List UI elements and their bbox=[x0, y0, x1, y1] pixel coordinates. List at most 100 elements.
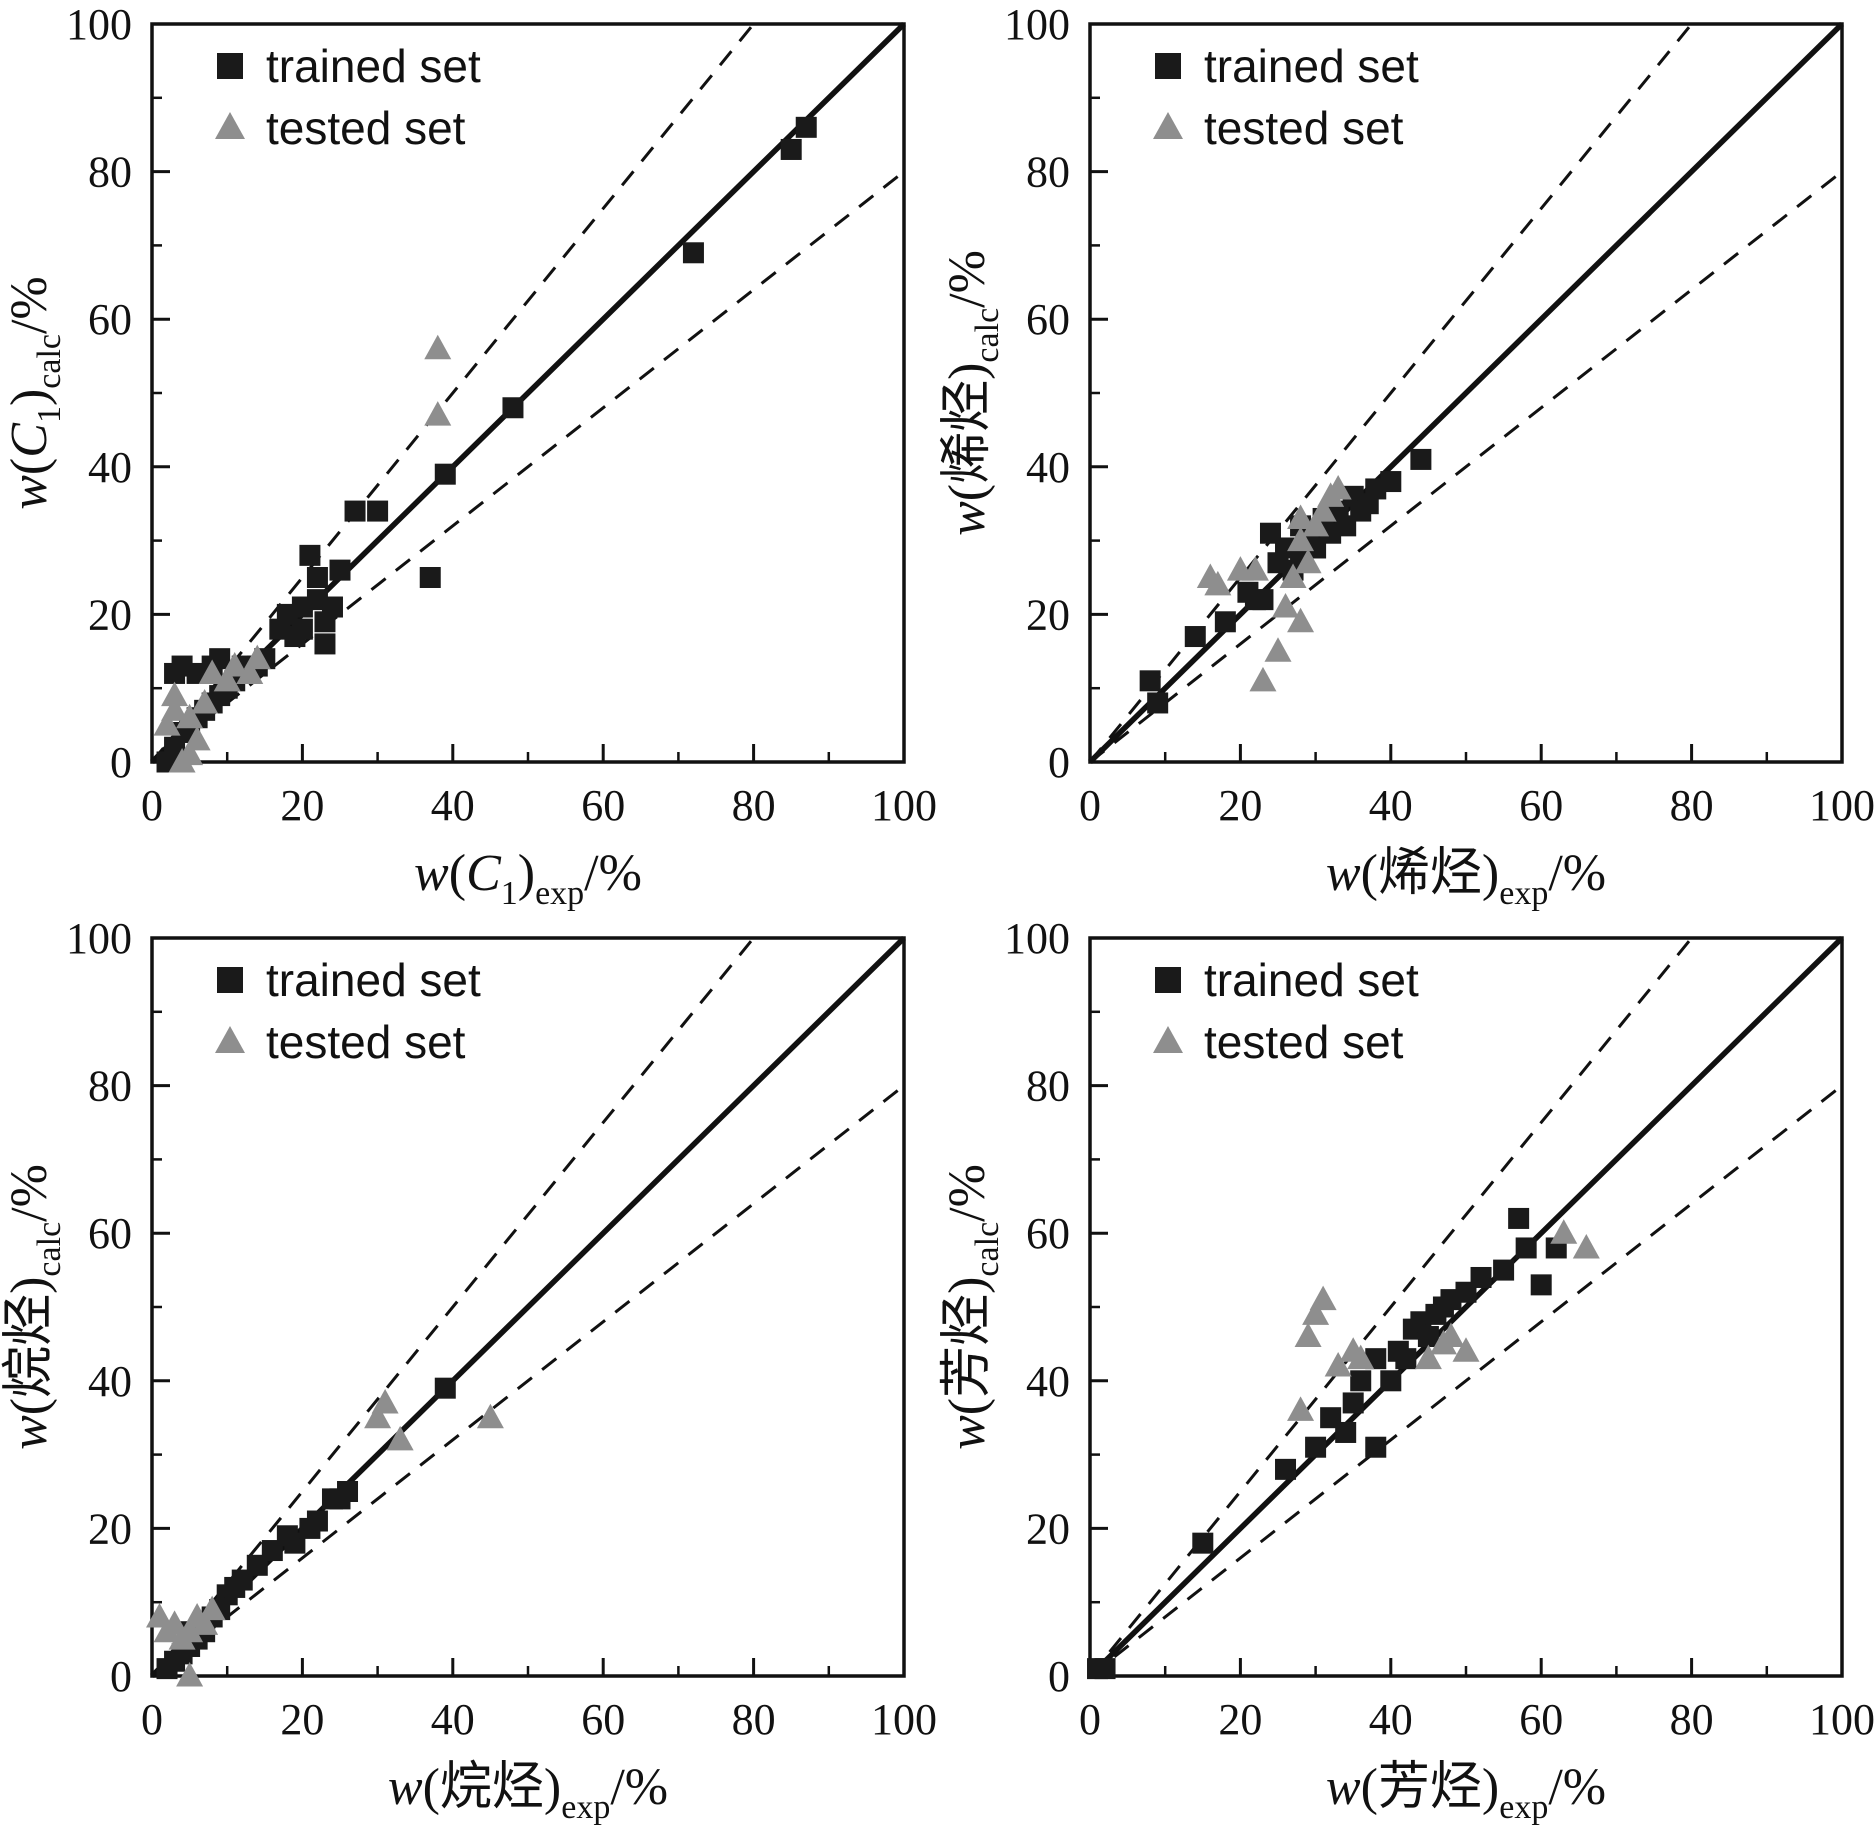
lower-dashed-line bbox=[1089, 170, 1843, 764]
svg-text:100: 100 bbox=[66, 0, 132, 49]
svg-text:80: 80 bbox=[1026, 1062, 1070, 1111]
svg-text:100: 100 bbox=[66, 914, 132, 963]
svg-text:100: 100 bbox=[1809, 1695, 1875, 1744]
svg-text:80: 80 bbox=[1026, 148, 1070, 197]
svg-text:0: 0 bbox=[1048, 738, 1070, 787]
svg-text:0: 0 bbox=[141, 781, 163, 830]
svg-text:100: 100 bbox=[871, 781, 937, 830]
y-axis-label: w(C1)calc/% bbox=[1, 276, 68, 510]
svg-text:80: 80 bbox=[1670, 781, 1714, 830]
svg-text:100: 100 bbox=[871, 1695, 937, 1744]
svg-text:60: 60 bbox=[88, 295, 132, 344]
upper-dashed-line bbox=[150, 937, 755, 1677]
x-axis-ticks: 0 20 40 60 80 100 bbox=[1079, 744, 1875, 830]
x-axis-ticks: 0 20 40 60 80 100 bbox=[1079, 1658, 1875, 1744]
y-axis-ticks: 0 20 40 60 80 100 bbox=[1004, 0, 1108, 787]
legend-tested-label: tested set bbox=[266, 102, 466, 154]
trained-points bbox=[1087, 1207, 1567, 1680]
upper-dashed-line bbox=[1088, 937, 1693, 1677]
svg-text:80: 80 bbox=[732, 781, 776, 830]
chart-alkanes: 0 20 40 60 80 100 0 20 40 60 80 100 trained set teste… bbox=[0, 914, 938, 1828]
tested-points bbox=[1196, 474, 1352, 692]
svg-text:80: 80 bbox=[88, 148, 132, 197]
svg-text:60: 60 bbox=[581, 1695, 625, 1744]
legend-trained-marker bbox=[217, 967, 243, 993]
svg-text:40: 40 bbox=[1369, 1695, 1413, 1744]
svg-text:0: 0 bbox=[1048, 1652, 1070, 1701]
y-axis-label: w(烯烃)calc/% bbox=[939, 250, 1006, 536]
scatter-plot-svg: 0 20 40 60 80 100 0 20 40 60 80 100 trained set teste… bbox=[939, 914, 1875, 1826]
svg-text:80: 80 bbox=[1670, 1695, 1714, 1744]
scatter-plot-svg: 0 20 40 60 80 100 0 20 40 60 80 100 trained set teste… bbox=[1, 0, 937, 912]
legend: trained set tested set bbox=[1153, 954, 1419, 1068]
svg-text:60: 60 bbox=[88, 1209, 132, 1258]
svg-text:40: 40 bbox=[1026, 443, 1070, 492]
y-axis-label: w(芳烃)calc/% bbox=[939, 1164, 1006, 1450]
tested-points bbox=[146, 1388, 504, 1687]
lower-dashed-line bbox=[1089, 1084, 1843, 1678]
identity-line bbox=[1088, 936, 1844, 1678]
legend-tested-marker bbox=[215, 1026, 245, 1053]
y-axis-label: w(烷烃)calc/% bbox=[1, 1164, 68, 1450]
lower-dashed-line bbox=[151, 1084, 905, 1678]
svg-text:100: 100 bbox=[1004, 0, 1070, 49]
scatter-plot-svg: 0 20 40 60 80 100 0 20 40 60 80 100 trained set teste… bbox=[1, 914, 937, 1826]
y-axis-ticks: 0 20 40 60 80 100 bbox=[1004, 914, 1108, 1701]
svg-text:20: 20 bbox=[280, 781, 324, 830]
svg-text:20: 20 bbox=[280, 1695, 324, 1744]
svg-text:40: 40 bbox=[431, 1695, 475, 1744]
svg-text:20: 20 bbox=[88, 590, 132, 639]
upper-dashed-line bbox=[150, 23, 755, 763]
legend-trained-marker bbox=[1155, 53, 1181, 79]
svg-text:60: 60 bbox=[1026, 1209, 1070, 1258]
legend-trained-label: trained set bbox=[1204, 40, 1419, 92]
svg-text:80: 80 bbox=[732, 1695, 776, 1744]
legend-tested-label: tested set bbox=[266, 1016, 466, 1068]
legend-trained-marker bbox=[1155, 967, 1181, 993]
chart-olefins: 0 20 40 60 80 100 0 20 40 60 80 100 trained set teste… bbox=[938, 0, 1876, 914]
legend-tested-label: tested set bbox=[1204, 102, 1404, 154]
x-axis-ticks: 0 20 40 60 80 100 bbox=[141, 744, 937, 830]
svg-text:80: 80 bbox=[88, 1062, 132, 1111]
lower-dashed-line bbox=[151, 170, 905, 764]
svg-text:0: 0 bbox=[141, 1695, 163, 1744]
svg-text:0: 0 bbox=[110, 1652, 132, 1701]
legend: trained set tested set bbox=[215, 954, 481, 1068]
svg-text:60: 60 bbox=[1026, 295, 1070, 344]
svg-text:40: 40 bbox=[1369, 781, 1413, 830]
svg-text:100: 100 bbox=[1004, 914, 1070, 963]
x-axis-ticks: 0 20 40 60 80 100 bbox=[141, 1658, 937, 1744]
x-axis-label: w(芳烃)exp/% bbox=[1326, 1759, 1606, 1826]
legend: trained set tested set bbox=[215, 40, 481, 154]
chart-c1: 0 20 40 60 80 100 0 20 40 60 80 100 trained set teste… bbox=[0, 0, 938, 914]
scatter-plot-svg: 0 20 40 60 80 100 0 20 40 60 80 100 trained set teste… bbox=[939, 0, 1875, 912]
svg-text:60: 60 bbox=[581, 781, 625, 830]
tested-points bbox=[153, 334, 452, 773]
svg-text:20: 20 bbox=[1218, 781, 1262, 830]
svg-text:40: 40 bbox=[1026, 1357, 1070, 1406]
svg-text:40: 40 bbox=[88, 443, 132, 492]
legend-tested-marker bbox=[215, 112, 245, 139]
svg-text:40: 40 bbox=[431, 781, 475, 830]
svg-text:20: 20 bbox=[88, 1504, 132, 1553]
legend-trained-label: trained set bbox=[1204, 954, 1419, 1006]
svg-text:20: 20 bbox=[1026, 590, 1070, 639]
svg-text:40: 40 bbox=[88, 1357, 132, 1406]
legend-trained-marker bbox=[217, 53, 243, 79]
y-axis-ticks: 0 20 40 60 80 100 bbox=[66, 0, 170, 787]
svg-text:60: 60 bbox=[1519, 1695, 1563, 1744]
legend-tested-marker bbox=[1153, 1026, 1183, 1053]
x-axis-label: w(烯烃)exp/% bbox=[1326, 845, 1606, 912]
x-axis-label: w(C1)exp/% bbox=[414, 845, 642, 912]
legend: trained set tested set bbox=[1153, 40, 1419, 154]
svg-text:0: 0 bbox=[1079, 1695, 1101, 1744]
svg-text:60: 60 bbox=[1519, 781, 1563, 830]
svg-text:100: 100 bbox=[1809, 781, 1875, 830]
chart-aromatics: 0 20 40 60 80 100 0 20 40 60 80 100 trained set teste… bbox=[938, 914, 1876, 1828]
identity-line bbox=[1088, 22, 1844, 764]
svg-text:0: 0 bbox=[1079, 781, 1101, 830]
y-axis-ticks: 0 20 40 60 80 100 bbox=[66, 914, 170, 1701]
legend-tested-label: tested set bbox=[1204, 1016, 1404, 1068]
x-axis-label: w(烷烃)exp/% bbox=[388, 1759, 668, 1826]
